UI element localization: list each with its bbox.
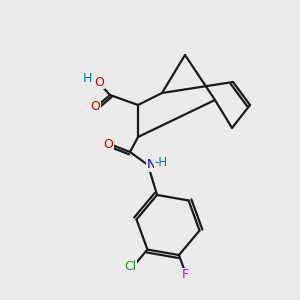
Text: Cl: Cl	[124, 260, 136, 273]
Text: H: H	[82, 73, 92, 85]
Text: O: O	[90, 100, 100, 113]
Text: N: N	[146, 158, 156, 172]
Text: F: F	[182, 268, 189, 281]
Text: -H: -H	[154, 157, 168, 169]
Text: O: O	[103, 139, 113, 152]
Text: O: O	[94, 76, 104, 88]
